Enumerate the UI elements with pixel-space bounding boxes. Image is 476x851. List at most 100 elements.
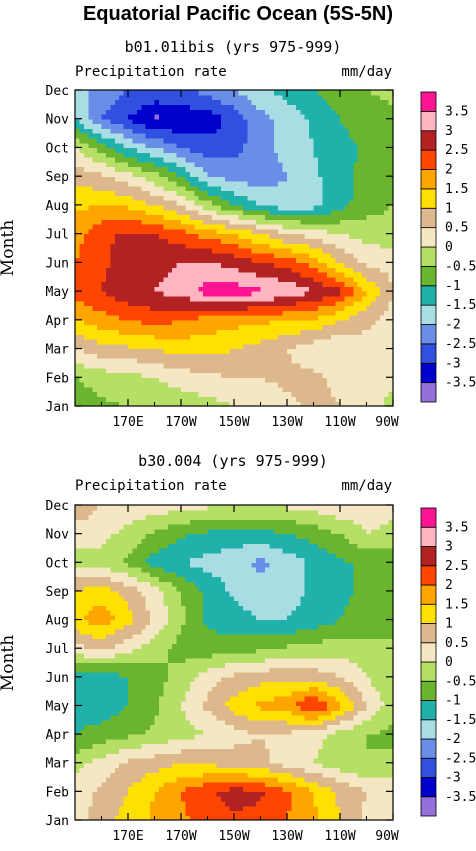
contour-cell xyxy=(269,810,275,816)
contour-cell xyxy=(154,401,160,406)
contour-cell xyxy=(295,271,301,278)
contour-cell xyxy=(313,219,319,225)
contour-cell xyxy=(295,334,301,340)
contour-cell xyxy=(344,204,350,211)
contour-cell xyxy=(75,338,81,345)
contour-cell xyxy=(309,209,315,216)
contour-cell xyxy=(340,377,346,383)
contour-cell xyxy=(278,233,284,240)
contour-cell xyxy=(304,133,310,139)
contour-cell xyxy=(198,348,204,354)
panel-1-title: b01.01ibis (yrs 975-999) xyxy=(125,38,342,56)
contour-cell xyxy=(123,276,129,283)
contour-cell xyxy=(101,286,107,292)
contour-cell xyxy=(136,214,142,220)
contour-cell xyxy=(260,291,266,297)
contour-cell xyxy=(88,315,94,321)
contour-cell xyxy=(132,200,138,206)
contour-cell xyxy=(388,238,393,244)
contour-cell xyxy=(158,353,164,359)
contour-cell xyxy=(357,396,363,402)
contour-cell xyxy=(313,362,319,369)
contour-cell xyxy=(185,358,191,364)
contour-cell xyxy=(132,238,138,244)
contour-cell xyxy=(211,142,217,149)
contour-cell xyxy=(375,123,381,129)
contour-cell xyxy=(158,319,164,326)
contour-cell xyxy=(309,315,315,321)
contour-cell xyxy=(291,329,297,335)
contour-cell xyxy=(225,257,231,263)
contour-cell xyxy=(172,104,178,110)
contour-cell xyxy=(348,372,354,378)
contour-cell xyxy=(203,166,209,172)
contour-cell xyxy=(251,310,257,316)
contour-cell xyxy=(256,362,262,369)
contour-cell xyxy=(172,200,178,206)
contour-cell xyxy=(317,305,323,311)
contour-cell xyxy=(278,338,284,345)
contour-cell xyxy=(273,358,279,364)
contour-cell xyxy=(176,372,182,378)
contour-cell xyxy=(207,396,213,402)
contour-cell xyxy=(304,128,310,134)
contour-cell xyxy=(304,248,310,254)
contour-cell xyxy=(172,348,178,354)
contour-cell xyxy=(172,358,178,364)
contour-cell xyxy=(326,243,332,249)
contour-cell xyxy=(119,372,125,378)
contour-cell xyxy=(375,171,381,177)
contour-cell xyxy=(300,267,306,273)
contour-cell xyxy=(304,190,310,196)
contour-cell xyxy=(119,99,125,105)
contour-cell xyxy=(340,195,346,201)
contour-cell xyxy=(216,161,222,168)
contour-cell xyxy=(348,248,354,254)
contour-cell xyxy=(362,358,368,364)
contour-cell xyxy=(238,382,244,388)
contour-cell xyxy=(322,348,328,354)
contour-cell xyxy=(211,329,217,335)
contour-cell xyxy=(141,362,147,369)
contour-cell xyxy=(110,382,116,388)
contour-cell xyxy=(384,262,390,268)
contour-cell xyxy=(326,94,332,101)
contour-cell xyxy=(295,157,301,163)
contour-cell xyxy=(295,228,301,235)
contour-cell xyxy=(357,104,363,110)
contour-cell xyxy=(141,224,147,230)
contour-cell xyxy=(366,166,372,172)
contour-cell xyxy=(251,109,257,115)
contour-cell xyxy=(317,233,323,240)
contour-cell xyxy=(313,180,319,187)
contour-cell xyxy=(357,118,363,125)
contour-cell xyxy=(136,123,142,129)
contour-cell xyxy=(97,123,103,129)
contour-cell xyxy=(234,185,240,192)
contour-cell xyxy=(216,382,222,388)
contour-cell xyxy=(366,329,372,335)
contour-cell xyxy=(128,348,134,354)
contour-cell xyxy=(88,291,94,297)
contour-cell xyxy=(154,396,160,402)
contour-cell xyxy=(132,377,138,383)
contour-cell xyxy=(264,319,270,326)
month-label: Sep xyxy=(46,170,70,185)
contour-cell xyxy=(269,128,275,134)
contour-cell xyxy=(181,267,187,273)
contour-cell xyxy=(247,386,253,393)
contour-cell xyxy=(234,200,240,206)
contour-cell xyxy=(128,291,134,297)
contour-cell xyxy=(145,396,151,402)
contour-cell xyxy=(256,200,262,206)
contour-cell xyxy=(207,815,213,820)
contour-cell xyxy=(132,319,138,326)
contour-cell xyxy=(340,219,346,225)
contour-cell xyxy=(136,286,142,292)
contour-cell xyxy=(247,224,253,230)
contour-cell xyxy=(181,224,187,230)
contour-cell xyxy=(97,152,103,158)
contour-cell xyxy=(79,391,85,398)
contour-cell xyxy=(388,161,393,168)
contour-cell xyxy=(114,99,120,105)
